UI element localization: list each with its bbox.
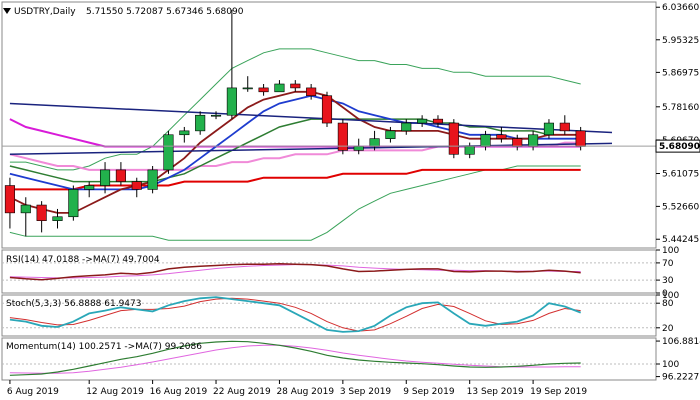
bullish-candle (68, 189, 79, 218)
date-tick-label: 9 Sep 2019 (403, 387, 455, 397)
bullish-candle (179, 130, 190, 136)
price-ytick-label: 5.95325 (662, 36, 699, 46)
momentum-line (9, 340, 581, 376)
bearish-candle (115, 169, 126, 182)
ma-long-red-line (9, 168, 581, 191)
momentum-ma-line (9, 344, 581, 374)
bullish-candle (195, 114, 206, 132)
mom-panel-frame (1, 337, 657, 381)
bearish-candle (512, 138, 523, 147)
date-tick-label: 3 Sep 2019 (340, 387, 392, 397)
bullish-candle (417, 118, 428, 124)
trendline (9, 102, 613, 134)
bearish-candle (321, 95, 333, 124)
date-tick-label: 6 Aug 2019 (7, 387, 59, 397)
bearish-candle (258, 87, 269, 93)
main-panel-frame (1, 1, 657, 249)
bullish-candle (242, 87, 253, 90)
trendline (9, 142, 613, 156)
stoch-ytick-label: 20 (662, 324, 674, 334)
bullish-candle (210, 114, 222, 117)
date-tick-label: 16 Aug 2019 (150, 387, 208, 397)
ma-blue-line (9, 94, 581, 191)
rsi-panel-frame (1, 249, 657, 294)
date-tick-label: 13 Sep 2019 (467, 387, 524, 397)
momentum-title: Momentum(14) 100.2571 ->MA(7) 99.2086 (6, 342, 202, 352)
triangle-down-icon[interactable] (3, 8, 11, 14)
price-ytick-label: 5.86975 (662, 68, 699, 78)
price-ytick-label: 5.52660 (662, 202, 699, 212)
chart-symbol-title: USDTRY,Daily (14, 7, 76, 17)
bullish-candle (464, 146, 475, 155)
momentum-ytick-label: 100 (662, 360, 679, 370)
bearish-candle (496, 134, 507, 139)
bearish-candle (432, 118, 444, 124)
rsi-line (9, 263, 581, 281)
bullish-candle (353, 146, 364, 151)
bearish-candle (559, 122, 570, 132)
date-tick-label: 22 Aug 2019 (213, 387, 271, 397)
date-tick-label: 28 Aug 2019 (276, 387, 334, 397)
bearish-candle (131, 181, 142, 190)
stoch-k-line (9, 296, 582, 333)
momentum-ytick-label: 106.8814 (662, 337, 700, 347)
current-price-box (655, 139, 700, 153)
rsi-ytick-label: 30 (662, 276, 674, 286)
bullish-candle (84, 185, 95, 190)
bearish-candle (448, 122, 459, 155)
rsi-ytick-label: 100 (662, 246, 679, 256)
bearish-candle (337, 122, 348, 151)
stoch-ytick-label: 100 (662, 291, 679, 301)
stoch-panel-frame (1, 294, 657, 337)
stoch-d-line (9, 297, 581, 332)
ohlc-readout: 5.71550 5.72087 5.67346 5.68090 (86, 7, 244, 17)
bullish-candle (20, 204, 31, 214)
bearish-candle (575, 130, 586, 147)
price-ytick-label: 6.03660 (662, 3, 699, 13)
date-tick-label: 12 Aug 2019 (86, 387, 144, 397)
bullish-candle (385, 130, 396, 139)
bullish-candle (52, 216, 63, 221)
rsi-ytick-label: 70 (662, 259, 674, 269)
bullish-candle (163, 134, 174, 171)
bollinger-upper-line (9, 48, 581, 171)
bullish-candle (369, 138, 380, 147)
stoch-title: Stoch(5,3,3) 56.8888 61.9473 (6, 299, 141, 309)
price-ytick-label: 5.78160 (662, 103, 699, 113)
bullish-candle (99, 169, 111, 186)
rsi-title: RSI(14) 47.0188 ->MA(7) 49.7004 (6, 255, 160, 265)
date-tick-label: 19 Sep 2019 (530, 387, 587, 397)
bullish-candle (528, 134, 539, 147)
momentum-ytick-label: 96.2227 (662, 373, 699, 383)
bearish-candle (36, 204, 47, 221)
bearish-candle (306, 87, 317, 97)
bullish-candle (147, 169, 158, 190)
bearish-candle (4, 185, 15, 214)
price-ytick-label: 5.61075 (662, 170, 699, 180)
bullish-candle (401, 122, 412, 132)
bullish-candle (274, 83, 285, 93)
price-ytick-label: 5.44245 (662, 235, 699, 245)
current-price-label: 5.68090 (659, 142, 700, 152)
bullish-candle (480, 134, 491, 147)
bullish-candle (543, 122, 555, 136)
stoch-ytick-label: 80 (662, 299, 674, 309)
ma-green-line (9, 118, 581, 183)
bullish-candle (226, 87, 237, 116)
bearish-candle (290, 83, 301, 89)
rsi-ytick-label: 0 (662, 289, 668, 299)
